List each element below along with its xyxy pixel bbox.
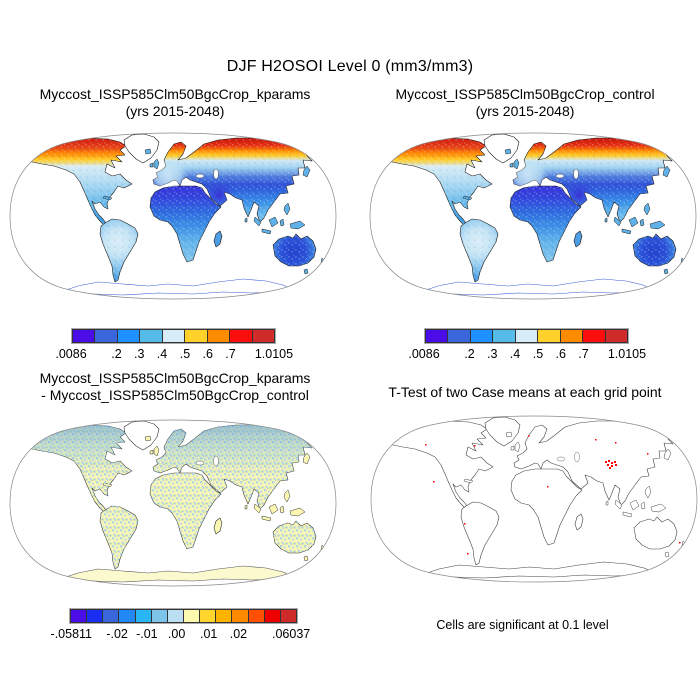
colorbar-cell [206,329,231,343]
difference-title-line1: Myccost_ISSP585Clm50BgcCrop_kparams [39,370,311,386]
colorbar-tick-label: .7 [578,347,589,361]
colorbar-tick-label: .0086 [55,347,87,361]
colorbar-cell [263,609,281,623]
ttest-title: T-Test of two Case means at each grid po… [388,384,662,400]
colorbar-cell [215,609,233,623]
colorbar-cell [70,609,88,623]
map-bottom-left-difference [8,417,338,589]
colorbar-labels: .0086 .2 .3 .4 .5 .6 .7 1.0105 [408,347,646,362]
colorbar-cell [604,329,628,343]
colorbar-tick-label: .00 [167,627,186,641]
colorbar-tick-label: .06037 [272,627,311,641]
colorbar-tick-label: 1.0105 [607,347,647,361]
colorbar-tick-label: -.05811 [50,627,93,641]
colorbar-tick-label: .3 [134,347,145,361]
colorbar-tick-label: .6 [555,347,566,361]
colorbar-tick-label: -.01 [136,627,158,641]
colorbar-tick-label: .5 [532,347,544,361]
difference-title-line2: - Myccost_ISSP585Clm50BgcCrop_control [41,387,309,403]
colorbar-cell [161,329,186,343]
case-name-kparams: Myccost_ISSP585Clm50BgcCrop_kparams [39,86,311,102]
colorbar-tick-label: .4 [509,347,521,361]
colorbar-tick-label: .2 [464,347,475,361]
colorbar-cells [424,328,629,344]
colorbar-cells [71,328,276,344]
colorbar-bottom-left: -.05811 -.02 -.01 .00 .01 .02 .06037 [51,608,311,642]
colorbar-tick-label: -.02 [106,627,128,641]
colorbar-cell [447,329,471,343]
colorbar-tick-label: .5 [179,347,191,361]
colorbar-cell [182,609,201,623]
figure-title: DJF H2OSOI Level 0 (mm3/mm3) [226,58,474,75]
colorbar-cell [116,329,141,343]
colorbar-cell [150,609,168,623]
colorbar-tick-label: .02 [229,627,248,641]
colorbar-cell [229,329,253,343]
colorbar-cell [231,609,249,623]
colorbar-tick-label: .3 [487,347,498,361]
colorbar-cell [537,329,561,343]
panel-title-bottom-left: Myccost_ISSP585Clm50BgcCrop_kparams - My… [0,370,350,404]
years-range: (yrs 2015-2048) [125,103,225,119]
colorbar-tick-label: .01 [199,627,218,641]
colorbar-cell [247,609,265,623]
colorbar-cell [94,329,118,343]
colorbar-cell [514,329,539,343]
colorbar-cell [118,609,136,623]
colorbar-cell [134,609,152,623]
colorbar-cell [184,329,208,343]
map-bottom-right-ttest [369,413,699,585]
colorbar-cell [72,329,96,343]
case-name-control: Myccost_ISSP585Clm50BgcCrop_control [395,86,655,102]
colorbar-cell [492,329,516,343]
colorbar-tick-label: .4 [156,347,168,361]
map-top-right-control [368,130,698,302]
panel-title-top-left: Myccost_ISSP585Clm50BgcCrop_kparams (yrs… [0,86,350,120]
colorbar-cell [559,329,584,343]
colorbar-cell [279,609,297,623]
colorbar-cell [199,609,217,623]
panel-title-top-right: Myccost_ISSP585Clm50BgcCrop_control (yrs… [350,86,700,120]
panel-title-bottom-right: T-Test of two Case means at each grid po… [350,384,700,401]
colorbar-cell [86,609,104,623]
significance-caption: Cells are significant at 0.1 level [436,618,609,632]
colorbar-tick-label: .7 [225,347,236,361]
colorbar-cell [166,609,184,623]
colorbar-top-left: .0086 .2 .3 .4 .5 .6 .7 1.0105 [55,328,293,362]
map-top-left-kparams [8,130,338,302]
colorbar-cell [425,329,449,343]
colorbar-tick-label: 1.0105 [254,347,294,361]
colorbar-top-right: .0086 .2 .3 .4 .5 .6 .7 1.0105 [408,328,646,362]
years-range: (yrs 2015-2048) [475,103,575,119]
colorbar-cell [102,609,120,623]
colorbar-labels: .0086 .2 .3 .4 .5 .6 .7 1.0105 [55,347,293,362]
colorbar-labels: -.05811 -.02 -.01 .00 .01 .02 .06037 [51,627,311,642]
colorbar-cell [251,329,275,343]
colorbar-tick-label: .2 [111,347,122,361]
colorbar-cell [469,329,494,343]
colorbar-cell [582,329,606,343]
colorbar-cell [139,329,163,343]
colorbar-tick-label: .6 [202,347,213,361]
colorbar-tick-label: .0086 [408,347,440,361]
colorbar-cells [69,608,298,624]
